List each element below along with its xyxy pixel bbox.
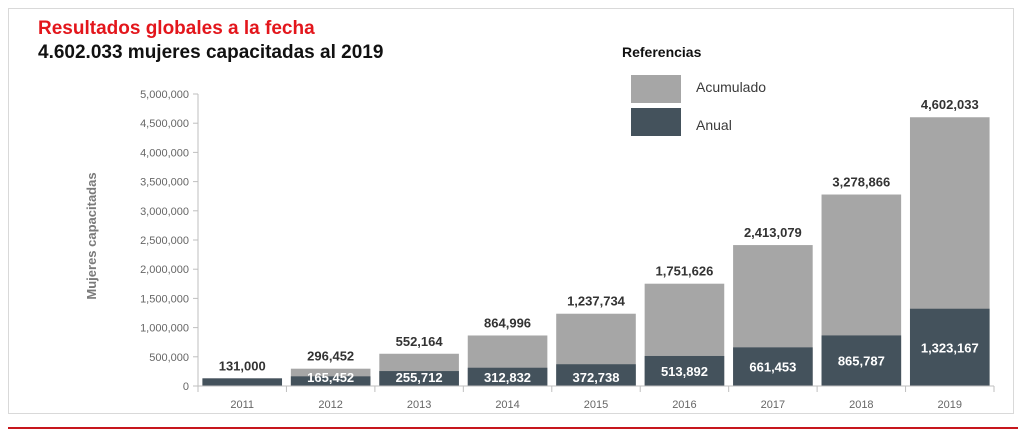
bar-anual	[909, 308, 990, 386]
bar-anual	[821, 335, 902, 386]
y-tick-label: 3,500,000	[140, 177, 189, 189]
y-tick-label: 5,000,000	[140, 89, 189, 101]
data-label-acumulado: 2,413,079	[744, 225, 802, 240]
x-tick-label: 2019	[938, 399, 962, 411]
y-tick-label: 3,000,000	[140, 206, 189, 218]
x-tick-label: 2011	[230, 399, 254, 411]
data-label-acumulado: 552,164	[396, 334, 444, 349]
legend-swatch-anual	[631, 108, 681, 136]
x-tick-label: 2012	[318, 399, 342, 411]
y-tick-label: 500,000	[149, 352, 189, 364]
data-label-anual: 255,712	[396, 370, 443, 385]
bar-anual	[733, 347, 813, 386]
x-tick-label: 2016	[672, 399, 696, 411]
data-label-acumulado: 296,452	[307, 349, 354, 364]
legend-label-anual: Anual	[696, 117, 732, 133]
y-axis-label: Mujeres capacitadas	[84, 172, 99, 299]
y-tick-label: 2,500,000	[140, 235, 189, 247]
bar-anual	[290, 376, 371, 386]
bar-anual	[202, 378, 283, 386]
bar-anual	[556, 364, 636, 386]
legend-swatch-acumulado	[631, 75, 681, 103]
x-tick-label: 2014	[495, 399, 519, 411]
data-label-anual: 513,892	[661, 364, 708, 379]
y-tick-label: 1,000,000	[140, 323, 189, 335]
data-label-acumulado: 864,996	[484, 315, 531, 330]
bar-anual	[644, 355, 725, 386]
x-tick-label: 2013	[407, 399, 431, 411]
legend-title: Referencias	[622, 44, 702, 60]
bar-anual	[467, 367, 548, 386]
data-label-acumulado: 3,278,866	[832, 175, 890, 190]
data-label-acumulado: 131,000	[219, 358, 266, 373]
data-label-anual: 661,453	[749, 360, 796, 375]
y-tick-label: 1,500,000	[140, 293, 189, 305]
legend-label-acumulado: Acumulado	[696, 79, 766, 95]
data-label-anual: 1,323,167	[921, 340, 979, 355]
x-tick-label: 2015	[584, 399, 608, 411]
data-label-anual: 165,452	[307, 370, 354, 385]
y-tick-label: 2,000,000	[140, 264, 189, 276]
data-label-anual: 865,787	[838, 354, 885, 369]
y-tick-label: 0	[183, 381, 189, 393]
bar-anual	[379, 371, 459, 386]
y-tick-label: 4,500,000	[140, 118, 189, 130]
chart-frame	[8, 8, 1014, 414]
x-tick-label: 2017	[761, 399, 785, 411]
bottom-divider	[8, 427, 1018, 429]
data-label-acumulado: 1,237,734	[567, 294, 626, 309]
page-subtitle: 4.602.033 mujeres capacitadas al 2019	[38, 42, 384, 63]
y-tick-label: 4,000,000	[140, 147, 189, 159]
data-label-acumulado: 4,602,033	[921, 97, 979, 112]
data-label-anual: 312,832	[484, 370, 531, 385]
page-title: Resultados globales a la fecha	[38, 18, 315, 39]
data-label-acumulado: 1,751,626	[656, 264, 714, 279]
x-tick-label: 2018	[849, 399, 873, 411]
data-label-anual: 372,738	[573, 370, 620, 385]
